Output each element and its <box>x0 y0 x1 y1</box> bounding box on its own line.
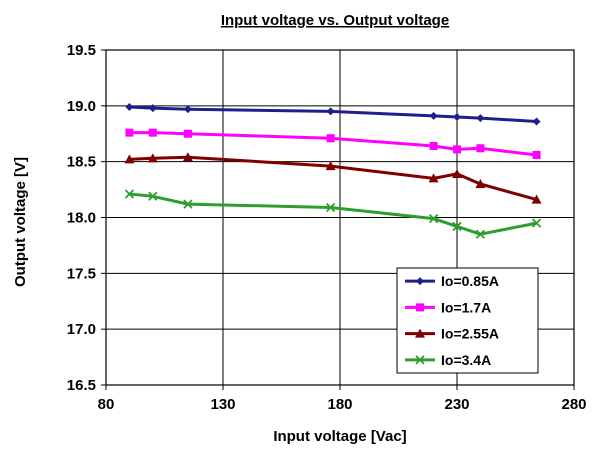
legend-entry: Io=3.4A <box>441 352 491 368</box>
legend-swatch-marker <box>415 328 425 338</box>
data-point <box>531 218 542 228</box>
legend-swatch-marker <box>415 355 425 365</box>
y-tick-label: 18.0 <box>67 210 96 227</box>
series-line <box>129 105 537 123</box>
y-tick-label: 19.5 <box>67 42 96 59</box>
data-point <box>183 105 192 114</box>
data-point <box>326 202 336 213</box>
x-tick-label: 180 <box>327 396 352 413</box>
series-line <box>129 192 537 236</box>
data-point <box>147 153 158 163</box>
legend-entry: Io=0.85A <box>441 273 499 289</box>
data-point <box>326 107 335 116</box>
data-point <box>429 111 438 120</box>
data-point <box>148 104 157 113</box>
data-point <box>125 102 134 111</box>
y-tick-label: 19.0 <box>67 98 96 115</box>
data-point <box>453 113 461 121</box>
data-point <box>148 191 158 201</box>
data-point <box>453 145 461 154</box>
data-point <box>452 168 462 178</box>
data-point <box>182 152 193 162</box>
data-point <box>452 221 462 232</box>
data-point <box>429 142 438 151</box>
chart-title: Input voltage vs. Output voltage <box>221 12 449 29</box>
data-point <box>428 173 439 183</box>
data-point <box>183 199 193 209</box>
x-axis-label: Input voltage [Vac] <box>273 428 406 445</box>
y-tick-label: 18.5 <box>67 154 96 171</box>
data-point <box>428 213 439 224</box>
data-point <box>124 154 135 164</box>
data-point <box>531 194 542 204</box>
data-point <box>148 128 157 137</box>
legend-entry: Io=1.7A <box>441 299 491 315</box>
data-point <box>124 189 135 199</box>
legend-box <box>396 267 539 374</box>
data-point <box>532 150 541 159</box>
x-tick-label: 230 <box>444 396 469 413</box>
data-point <box>326 134 335 143</box>
series-line <box>129 155 538 202</box>
data-point <box>532 117 541 126</box>
data-point <box>183 129 192 138</box>
x-tick-label: 130 <box>210 396 235 413</box>
data-point <box>125 128 134 137</box>
data-point <box>476 144 485 153</box>
x-tick-label: 280 <box>561 396 586 413</box>
data-point <box>476 114 485 123</box>
data-point <box>325 161 336 171</box>
y-tick-label: 17.0 <box>67 321 96 338</box>
legend-swatch-marker <box>416 277 424 286</box>
x-tick-label: 80 <box>98 396 115 413</box>
legend-entry: Io=2.55A <box>441 326 499 342</box>
y-axis-label: Output voltage [V] <box>12 157 29 287</box>
legend-swatch-marker <box>416 303 424 312</box>
y-tick-label: 17.5 <box>67 265 96 282</box>
data-point <box>475 179 486 188</box>
data-point <box>475 229 486 239</box>
y-tick-label: 16.5 <box>67 377 96 394</box>
